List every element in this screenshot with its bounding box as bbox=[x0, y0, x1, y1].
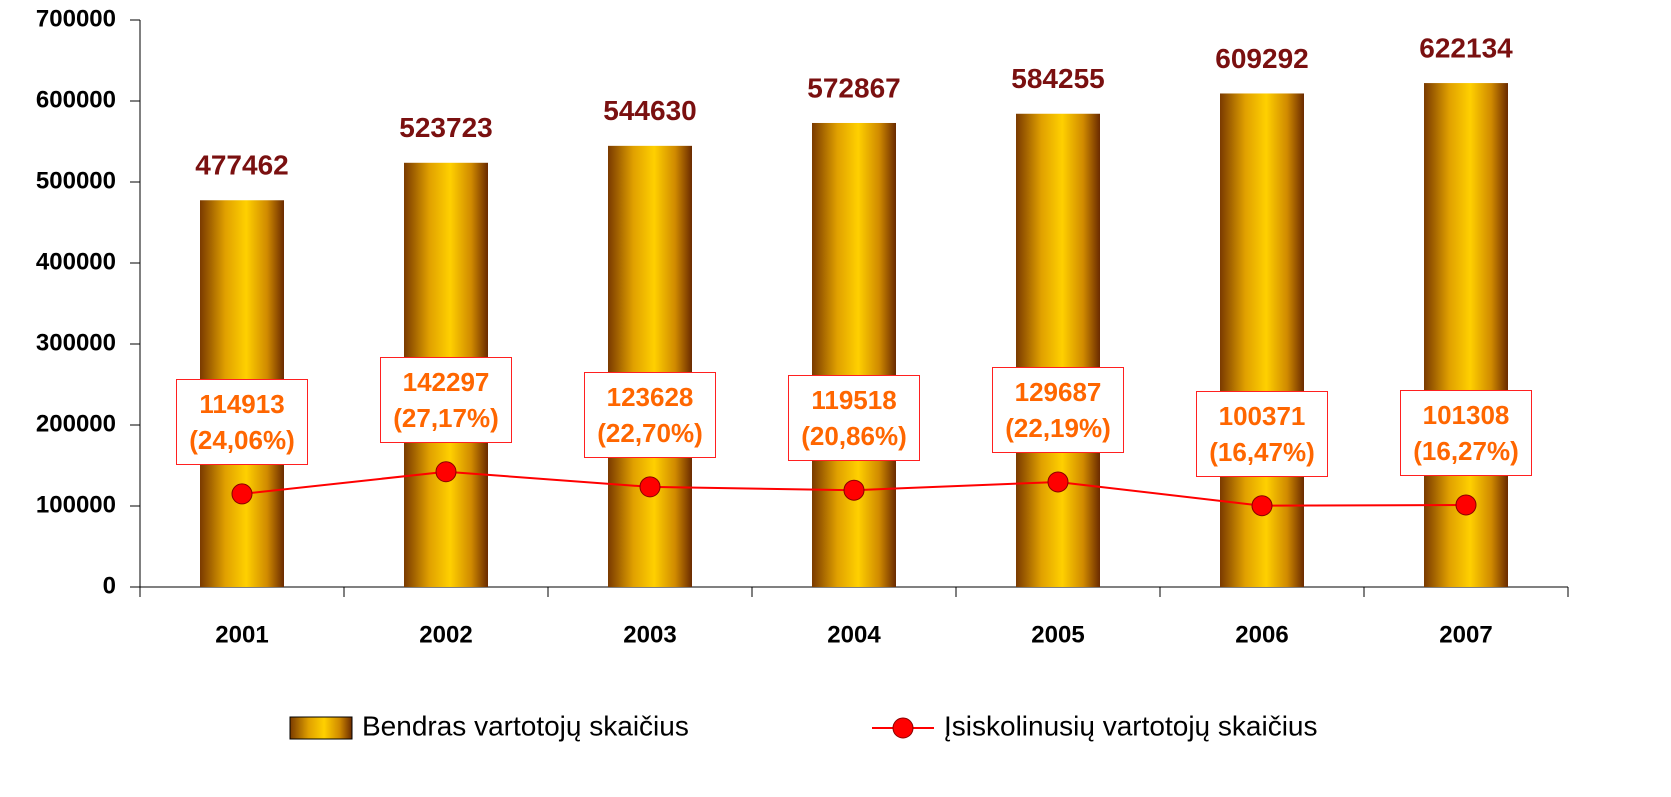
legend-label: Bendras vartotojų skaičius bbox=[362, 710, 689, 741]
bar-value-label: 622134 bbox=[1419, 32, 1513, 63]
x-tick-label: 2007 bbox=[1439, 621, 1492, 648]
y-tick-label: 0 bbox=[103, 572, 116, 599]
line-value-label: 119518 (20,86%) bbox=[788, 375, 920, 462]
line-value-label: 101308 (16,27%) bbox=[1400, 389, 1532, 476]
bar-value-label: 572867 bbox=[807, 72, 900, 103]
line-marker bbox=[843, 479, 865, 501]
line-marker bbox=[639, 476, 661, 498]
line-marker bbox=[1455, 494, 1477, 516]
x-tick-label: 2001 bbox=[215, 621, 268, 648]
line-value-label: 142297 (27,17%) bbox=[380, 356, 512, 443]
y-tick-label: 400000 bbox=[36, 248, 116, 275]
bar bbox=[1016, 113, 1100, 587]
x-tick-label: 2006 bbox=[1235, 621, 1288, 648]
y-tick-label: 300000 bbox=[36, 329, 116, 356]
line-marker bbox=[1251, 495, 1273, 517]
line-value-label: 114913 (24,06%) bbox=[176, 378, 308, 465]
bar-value-label: 544630 bbox=[603, 95, 696, 126]
line-value-label: 100371 (16,47%) bbox=[1196, 390, 1328, 477]
line-marker bbox=[435, 461, 457, 483]
bar-value-label: 523723 bbox=[399, 112, 492, 143]
y-tick-label: 200000 bbox=[36, 410, 116, 437]
x-tick-label: 2005 bbox=[1031, 621, 1084, 648]
x-tick-label: 2004 bbox=[827, 621, 881, 648]
line-marker bbox=[231, 483, 253, 505]
y-tick-label: 100000 bbox=[36, 491, 116, 518]
bar-value-label: 584255 bbox=[1011, 63, 1104, 94]
bar-value-label: 609292 bbox=[1215, 43, 1308, 74]
legend-swatch bbox=[289, 716, 353, 740]
legend-marker bbox=[892, 717, 914, 739]
y-tick-label: 700000 bbox=[36, 5, 116, 32]
bar bbox=[608, 145, 692, 587]
legend-label: Įsiskolinusių vartotojų skaičius bbox=[944, 710, 1318, 741]
y-tick-label: 500000 bbox=[36, 167, 116, 194]
line-value-label: 129687 (22,19%) bbox=[992, 366, 1124, 453]
bar bbox=[812, 122, 896, 588]
line-marker bbox=[1047, 471, 1069, 493]
x-tick-label: 2002 bbox=[419, 621, 472, 648]
bar-value-label: 477462 bbox=[195, 150, 288, 181]
line-value-label: 123628 (22,70%) bbox=[584, 371, 716, 458]
y-tick-label: 600000 bbox=[36, 86, 116, 113]
x-tick-label: 2003 bbox=[623, 621, 676, 648]
